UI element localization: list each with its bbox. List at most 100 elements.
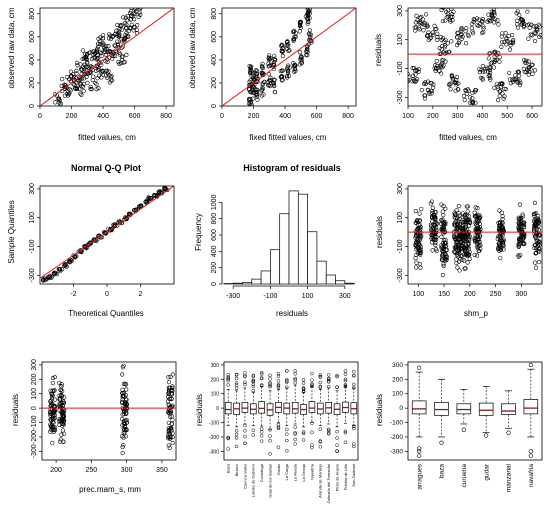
y-axis-label: residuals (195, 394, 204, 426)
data-point (486, 69, 491, 75)
data-point (434, 221, 439, 226)
data-point (297, 21, 303, 26)
outlier (285, 438, 289, 443)
outlier (301, 386, 306, 391)
x-tick-label: 600 (311, 113, 323, 120)
outlier (226, 377, 230, 381)
data-point (61, 410, 66, 416)
outlier (343, 382, 348, 387)
data-point (41, 277, 46, 282)
x-tick-label: 400 (477, 113, 489, 120)
data-point (57, 380, 62, 386)
y-tick-label: 100 (392, 391, 403, 398)
outlier (293, 425, 297, 429)
box (300, 378, 307, 442)
data-point (518, 16, 524, 22)
data-point (61, 422, 67, 427)
data-point (57, 422, 62, 427)
data-point (50, 413, 55, 418)
data-point (473, 205, 478, 210)
data-point (109, 73, 114, 79)
y-tick-label: 400 (29, 54, 36, 66)
x-tick-label: 300 (339, 293, 351, 300)
data-point (515, 22, 520, 27)
data-point (124, 18, 129, 23)
data-point (285, 68, 290, 73)
data-point (59, 418, 64, 423)
data-point (446, 8, 451, 13)
data-point (120, 391, 125, 396)
data-point (168, 426, 173, 431)
outlier (276, 385, 281, 390)
histogram-bar (270, 249, 281, 285)
data-point (524, 60, 529, 65)
data-point (448, 19, 453, 24)
category-label: Baza (226, 463, 231, 473)
data-point (497, 93, 502, 98)
y-tick-label: -300 (209, 449, 219, 455)
data-point (448, 14, 453, 19)
data-point (48, 409, 53, 414)
x-tick-label: 100 (302, 293, 314, 300)
data-point (57, 401, 62, 407)
data-point (95, 76, 100, 81)
data-point (307, 16, 312, 21)
x-tick-label: 200 (427, 113, 439, 120)
data-point (250, 87, 255, 92)
data-point (121, 430, 126, 435)
box (224, 372, 232, 451)
data-point (127, 211, 132, 217)
data-point (536, 213, 541, 219)
data-point (424, 12, 429, 17)
data-point (255, 92, 260, 97)
data-point (518, 219, 523, 224)
outlier (326, 373, 331, 377)
category-label: Covadoga (259, 463, 264, 482)
x-axis-label: fixed fitted values, cm (250, 133, 327, 142)
outlier (259, 376, 264, 381)
data-point (526, 36, 531, 41)
box (434, 378, 449, 445)
data-point (60, 400, 65, 405)
data-point (105, 57, 110, 62)
plot-frame (39, 7, 175, 107)
data-point (279, 49, 284, 54)
outlier (243, 441, 247, 446)
data-point (417, 249, 422, 254)
point-cloud (408, 199, 542, 278)
data-point (522, 57, 527, 63)
data-point (128, 17, 133, 22)
y-tick-label: -300 (397, 268, 404, 282)
data-point (459, 226, 464, 231)
data-point (525, 9, 530, 14)
data-point (413, 243, 419, 249)
data-point (81, 56, 87, 61)
y-axis-label: Sample Quantiles (7, 200, 16, 263)
y-tick-label: 100 (397, 212, 404, 224)
data-point (272, 77, 277, 82)
data-point (455, 215, 460, 221)
data-point (271, 62, 277, 68)
outlier (234, 436, 239, 440)
outlier (417, 449, 422, 454)
data-point (477, 17, 482, 22)
data-point (441, 226, 446, 231)
data-point (305, 8, 310, 12)
data-point (73, 86, 78, 91)
outlier (343, 372, 348, 376)
data-point (59, 432, 64, 437)
data-point (473, 87, 478, 93)
outlier (293, 369, 297, 373)
data-point (498, 81, 503, 86)
data-point (444, 50, 449, 56)
category-label: Gaia de los Sabias (267, 464, 272, 498)
outlier (335, 373, 339, 378)
x-tick-label: 350 (156, 467, 168, 474)
data-point (416, 66, 421, 72)
data-point (462, 238, 467, 243)
data-point (60, 428, 65, 433)
y-tick-label: 800 (29, 8, 36, 20)
data-point (286, 73, 292, 79)
data-point (259, 88, 264, 93)
data-point (100, 36, 106, 41)
